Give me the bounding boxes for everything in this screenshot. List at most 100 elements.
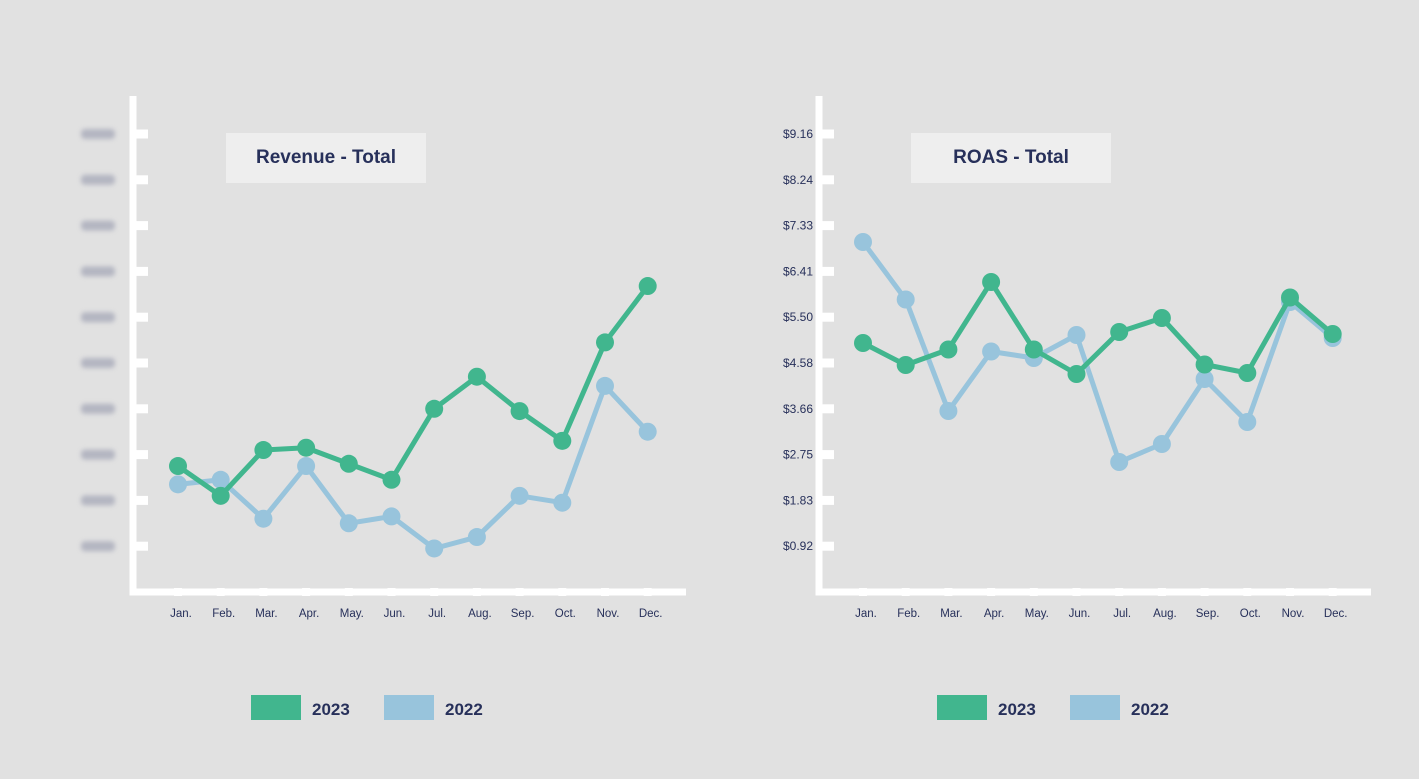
- x-tick-label: Jul.: [428, 608, 446, 620]
- data-point-2023: [382, 470, 401, 489]
- x-tick-label: Oct.: [555, 608, 576, 620]
- data-point-2022: [982, 342, 1001, 361]
- y-tick-label: $6.41: [783, 264, 813, 278]
- y-tick-label-obscured: [81, 129, 115, 139]
- data-point-2023: [1323, 325, 1342, 343]
- y-tick-label: $3.66: [783, 402, 813, 416]
- x-tick-label: Jul.: [1113, 608, 1131, 620]
- x-tick-label: May.: [1025, 608, 1049, 620]
- data-point-2023: [1024, 340, 1043, 359]
- data-point-2023: [211, 486, 230, 505]
- data-point-2023: [339, 454, 358, 473]
- x-tick-label: Aug.: [1153, 608, 1177, 620]
- x-tick-label: Jan.: [855, 608, 877, 620]
- x-tick-label: Nov.: [1282, 608, 1305, 620]
- series-line-2022: [175, 383, 651, 551]
- legend-label-2023: 2023: [312, 700, 350, 719]
- y-tick-label: $1.83: [783, 493, 813, 507]
- x-tick-label: Feb.: [212, 608, 235, 620]
- data-point-2023: [1110, 323, 1129, 341]
- x-tick-label: May.: [340, 608, 364, 620]
- x-tick-label: Jun.: [1069, 608, 1091, 620]
- legend-swatch-2022: [1070, 695, 1120, 720]
- x-tick-label: Mar.: [940, 608, 962, 620]
- data-point-2022: [169, 475, 187, 494]
- y-tick-label-obscured: [81, 541, 115, 552]
- data-point-2023: [553, 431, 572, 450]
- data-point-2023: [1238, 364, 1257, 382]
- series-line-2023: [175, 283, 651, 499]
- chart-title-box: [911, 133, 1111, 183]
- data-point-2023: [510, 402, 529, 421]
- data-point-2022: [1195, 370, 1214, 388]
- x-tick-label: Nov.: [597, 608, 620, 620]
- data-point-2022: [1067, 326, 1086, 344]
- data-point-2022: [297, 457, 316, 476]
- y-tick-label-obscured: [81, 403, 115, 414]
- data-point-2022: [1110, 453, 1129, 471]
- x-tick-label: Apr.: [984, 608, 1004, 620]
- x-tick-label: Apr.: [299, 608, 319, 620]
- y-tick-label: $0.92: [783, 539, 813, 553]
- data-point-2022: [638, 422, 657, 441]
- data-point-2023: [1281, 288, 1299, 307]
- data-point-2023: [297, 438, 316, 457]
- chart-title: ROAS - Total: [953, 147, 1069, 168]
- chart-title: Revenue - Total: [256, 147, 396, 168]
- data-point-2022: [896, 290, 915, 309]
- y-tick-label: $9.16: [783, 127, 813, 141]
- data-point-2023: [896, 356, 915, 374]
- x-tick-label: Dec.: [1324, 608, 1348, 620]
- legend-swatch-2023: [937, 695, 987, 720]
- y-tick-label: $4.58: [783, 356, 813, 370]
- y-tick-label: $7.33: [783, 219, 813, 233]
- data-point-2022: [467, 528, 486, 547]
- y-tick-label: $5.50: [783, 310, 813, 324]
- x-tick-label: Mar.: [255, 608, 277, 620]
- data-point-2022: [211, 470, 230, 489]
- y-tick-label-obscured: [81, 495, 115, 506]
- x-tick-label: Aug.: [468, 608, 492, 620]
- x-tick-label: Dec.: [639, 608, 663, 620]
- data-point-2022: [596, 376, 614, 395]
- legend-label-2023: 2023: [998, 700, 1036, 719]
- data-point-2022: [553, 493, 572, 512]
- chart-title-box: [226, 133, 426, 183]
- data-point-2023: [467, 367, 486, 386]
- legend-swatch-2022: [384, 695, 434, 720]
- y-tick-label-obscured: [81, 220, 115, 231]
- y-tick-label-obscured: [81, 312, 115, 323]
- data-point-2023: [1067, 365, 1086, 383]
- y-tick-label-obscured: [81, 174, 115, 185]
- data-point-2023: [425, 399, 444, 418]
- y-tick-label: $8.24: [783, 173, 813, 187]
- data-point-2022: [510, 486, 529, 505]
- roas-chart: ROAS - Total $0.92 $1.83 $2.75 $3.66 $4.58 $5.…: [783, 96, 1371, 720]
- revenue-chart: Revenue - Total Jan. Feb. Mar. Apr. May. Jun. J…: [81, 96, 686, 720]
- data-point-2023: [169, 457, 187, 476]
- x-tick-label: Oct.: [1240, 608, 1261, 620]
- data-point-2023: [254, 441, 273, 460]
- y-tick-label-obscured: [81, 449, 115, 460]
- y-tick-label-obscured: [81, 358, 115, 368]
- data-point-2022: [854, 233, 872, 251]
- data-point-2023: [1152, 309, 1171, 327]
- y-tick-label: $2.75: [783, 448, 813, 462]
- data-point-2022: [425, 539, 444, 558]
- legend-label-2022: 2022: [445, 700, 483, 719]
- data-point-2022: [1238, 413, 1257, 431]
- data-point-2023: [982, 273, 1001, 291]
- series-line-2022: [860, 239, 1336, 465]
- x-tick-label: Sep.: [511, 608, 535, 620]
- legend-label-2022: 2022: [1131, 700, 1169, 719]
- x-tick-label: Sep.: [1196, 608, 1220, 620]
- data-point-2023: [638, 277, 657, 296]
- series-line-2023: [860, 279, 1336, 377]
- data-point-2022: [939, 402, 958, 420]
- data-point-2023: [854, 334, 872, 352]
- data-point-2023: [596, 333, 614, 352]
- y-tick-label-obscured: [81, 266, 115, 277]
- data-point-2022: [382, 507, 401, 526]
- data-point-2022: [1152, 435, 1171, 453]
